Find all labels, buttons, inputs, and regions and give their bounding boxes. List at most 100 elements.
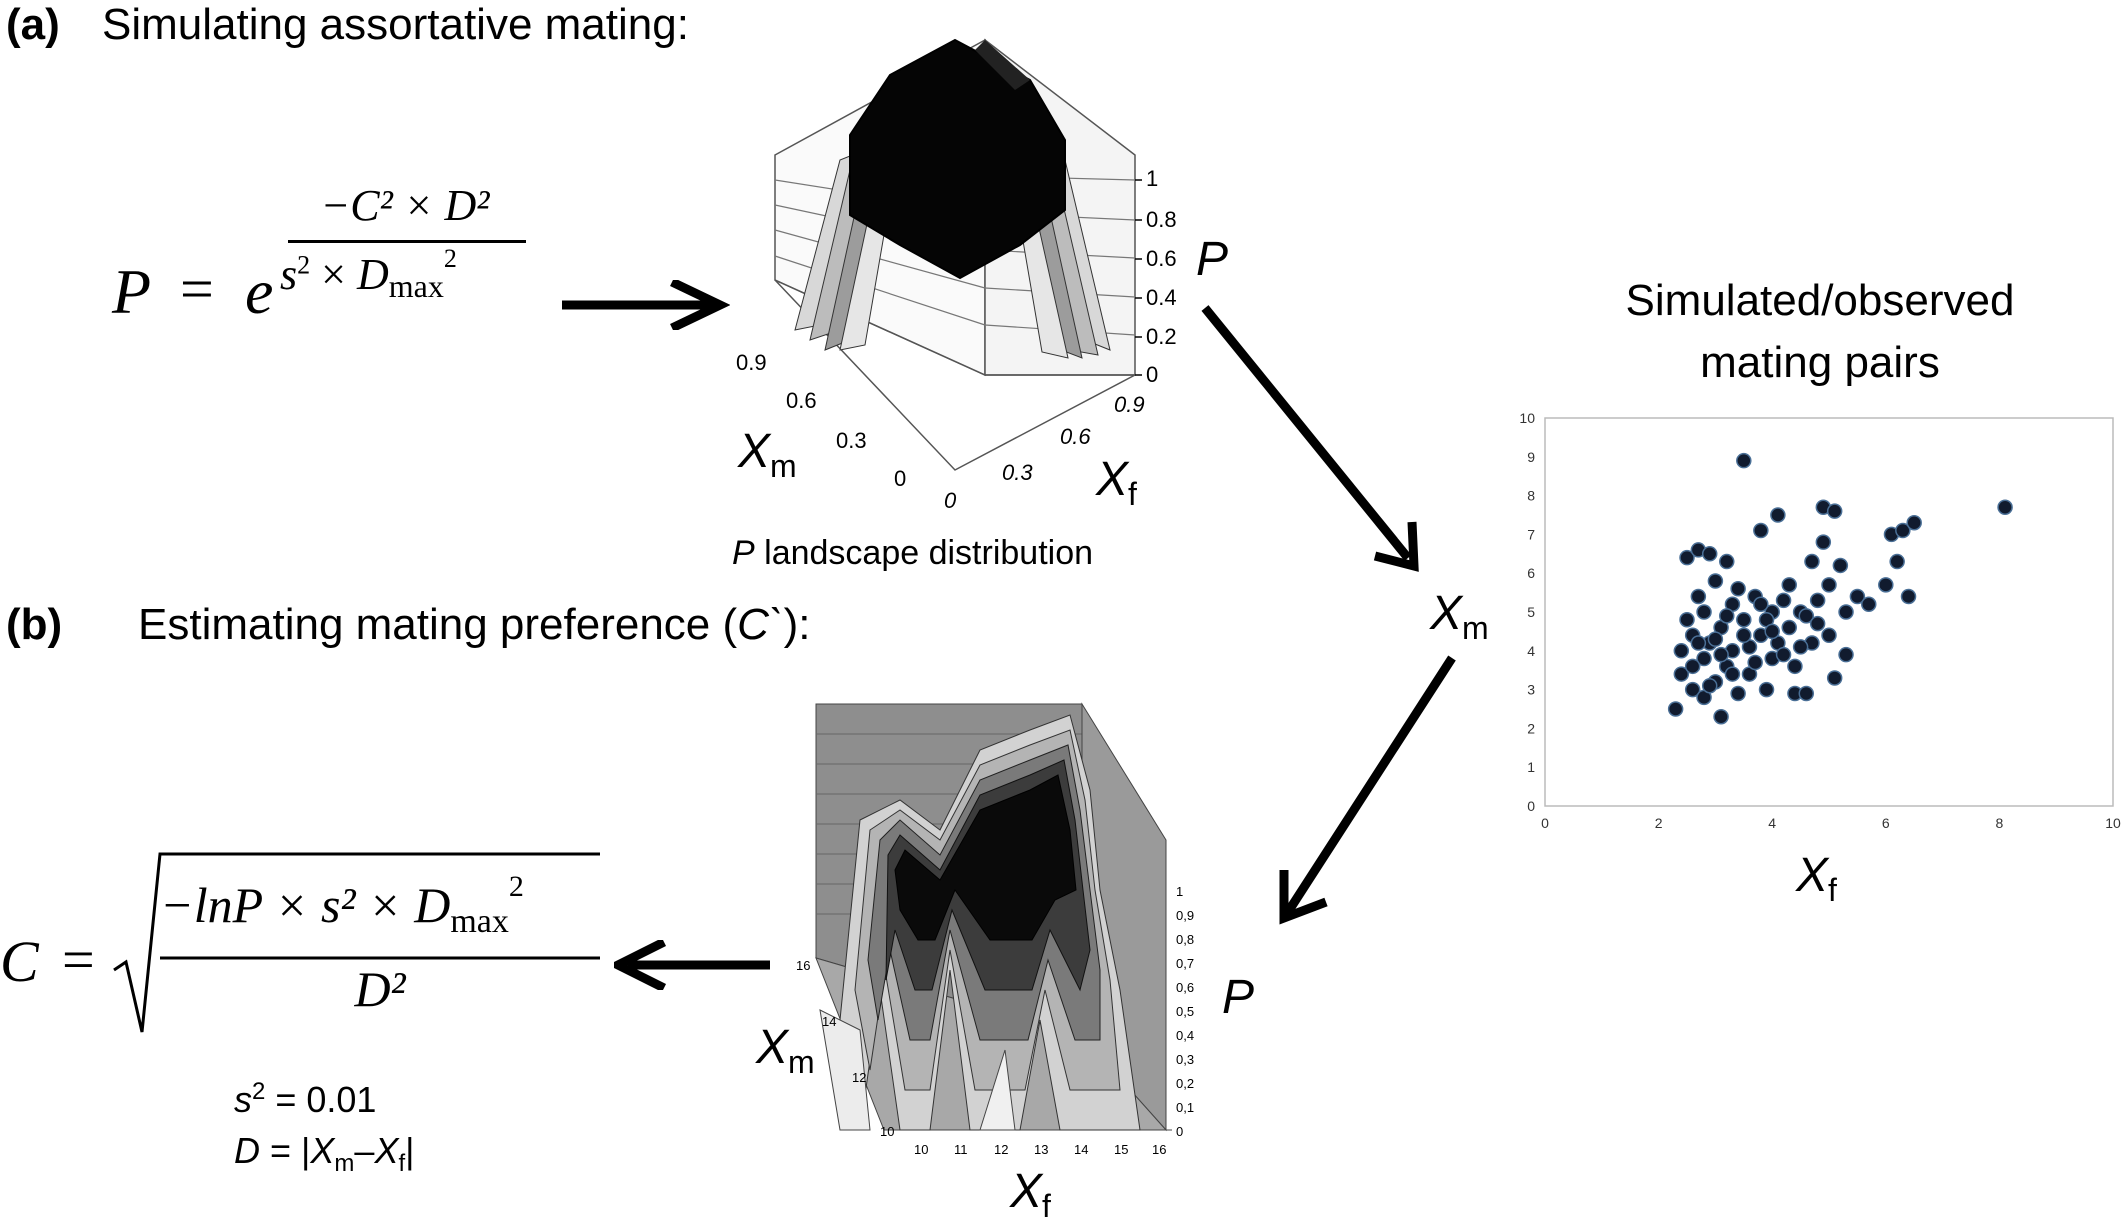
surface-b-xf-tick-10: 10 [914, 1142, 929, 1157]
scatter-point [1815, 534, 1832, 550]
scatter-point [1997, 499, 2013, 515]
surface-a-xf-tick-06: 0.6 [1060, 424, 1091, 449]
formula-p-den-sub: max [388, 268, 444, 304]
surface-a-z-label: P [1196, 233, 1229, 286]
s2-definition: s2 = 0.01 [234, 1078, 376, 1121]
surface-b-xf-tick-12: 12 [994, 1142, 1009, 1157]
scatter-point [1809, 592, 1826, 609]
surface-a-z-tick-02: 0.2 [1146, 324, 1177, 349]
scatter-point [1849, 588, 1866, 605]
scatter-point [1792, 639, 1809, 655]
scatter-y-tick-label: 1 [1527, 759, 1535, 775]
scatter-point [1861, 596, 1877, 612]
scatter-y-tick-label: 4 [1527, 643, 1535, 659]
surface-b-z-tick-03: 0,3 [1176, 1052, 1195, 1067]
arrow-surface-to-pairs [1201, 305, 1419, 572]
scatter-y-tick-label: 6 [1527, 565, 1535, 581]
formula-c-num-pow: 2 [508, 870, 524, 903]
scatter-x-label-main: X [1796, 849, 1829, 902]
scatter-point [1730, 580, 1746, 597]
surface-b-xm-label: Xm [756, 1020, 815, 1081]
scatter-point [1696, 650, 1712, 667]
scatter-point [1821, 627, 1837, 644]
scatter-point [1781, 619, 1797, 636]
surface-b-xm-label-main: X [756, 1021, 789, 1074]
scatter-y-tick-label: 2 [1527, 720, 1535, 736]
scatter-point [1690, 588, 1707, 605]
scatter-point [1826, 670, 1843, 686]
scatter-point [1832, 557, 1849, 574]
scatter-point [1724, 666, 1741, 682]
scatter-point [1775, 592, 1792, 609]
surface-b-xm-tick-10: 10 [880, 1124, 895, 1139]
panel-b-heading-var: C` [737, 600, 784, 649]
formula-c-lhs: C [0, 929, 39, 994]
scatter-x-tick-label: 2 [1655, 815, 1663, 831]
formula-c-denominator: D² [354, 961, 406, 1017]
scatter-point [1736, 452, 1752, 469]
formula-p-den-d: D [356, 250, 389, 299]
surface-b [815, 702, 1172, 1132]
scatter-point [1787, 658, 1803, 675]
scatter-plot: 0 1 2 3 4 5 6 7 8 9 10 0 2 4 6 8 10 [1519, 410, 2121, 831]
scatter-point [1900, 588, 1917, 605]
panel-b-heading-post: ): [783, 600, 811, 649]
panel-a-label: (a) [6, 0, 60, 49]
scatter-x-label-sub: f [1828, 872, 1837, 908]
formula-c-radical [113, 852, 600, 1033]
surface-b-z-tick-07: 0,7 [1176, 956, 1195, 971]
surface-a-z-tick-04: 0.4 [1146, 285, 1177, 310]
formula-p-den-pow: 2 [443, 244, 457, 273]
surface-b-z-tick-06: 0,6 [1176, 980, 1195, 995]
scatter-x-tick-label: 6 [1882, 815, 1890, 831]
d-open: = | [260, 1130, 311, 1171]
surface-a-z-tick-1: 1 [1146, 166, 1159, 191]
panel-a-heading: Simulating assortative mating: [102, 0, 689, 49]
d-var: D [234, 1130, 260, 1171]
arrow-formula-to-surface [562, 280, 730, 330]
scatter-y-tick-label: 7 [1527, 526, 1535, 542]
d-close: | [405, 1130, 415, 1171]
scatter-y-tick-label: 3 [1527, 682, 1535, 698]
scatter-x-ticks: 0 2 4 6 8 10 [1541, 815, 2121, 831]
scatter-y-label: Xm [1430, 586, 1489, 647]
scatter-x-tick-label: 8 [1996, 815, 2004, 831]
scatter-point [1719, 608, 1735, 624]
surface-b-z-tick-01: 0,1 [1176, 1100, 1195, 1115]
surface-a-xm-tick-03: 0.3 [836, 428, 867, 453]
scatter-point [1667, 701, 1684, 717]
scatter-point [1826, 503, 1843, 519]
scatter-point [1838, 604, 1854, 620]
surface-a-xm-tick-09: 0.9 [736, 350, 767, 375]
surface-b-xf-tick-15: 15 [1114, 1142, 1129, 1157]
scatter-y-ticks: 0 1 2 3 4 5 6 7 8 9 10 [1519, 410, 1535, 814]
scatter-point [1781, 577, 1797, 593]
surface-a-xf-label: Xf [1096, 452, 1137, 513]
scatter-point [1701, 546, 1718, 562]
scatter-point [1713, 646, 1729, 663]
surface-b-xf-tick-16: 16 [1152, 1142, 1167, 1157]
scatter-point [1775, 646, 1792, 663]
d-xm: X [310, 1130, 335, 1171]
scatter-point [1889, 553, 1905, 570]
surface-a-caption-rest: landscape distribution [754, 534, 1094, 572]
surface-a-xf-label-sub: f [1128, 476, 1137, 512]
scatter-title-line1: Simulated/observed [1625, 276, 2015, 325]
surface-a-xf-label-main: X [1096, 453, 1129, 506]
scatter-point [1679, 612, 1695, 628]
formula-p-exp-bar [288, 240, 526, 243]
panel-b-heading: Estimating mating preference (C`): [138, 600, 810, 650]
surface-b-z-tick-04: 0,4 [1176, 1028, 1195, 1043]
scatter-point [1736, 627, 1752, 644]
surface-a-z-tick-06: 0.6 [1146, 246, 1177, 271]
scatter-point [1895, 522, 1911, 539]
surface-b-xm-tick-12: 12 [852, 1070, 867, 1085]
d-xf-sub: f [398, 1150, 406, 1178]
scatter-point [1798, 608, 1815, 624]
scatter-point [1753, 596, 1769, 612]
s2-var: s [234, 1079, 252, 1120]
formula-p-den-s: s [280, 250, 298, 299]
scatter-point [1690, 635, 1707, 651]
scatter-point [1770, 507, 1786, 523]
scatter-point [1764, 623, 1780, 640]
